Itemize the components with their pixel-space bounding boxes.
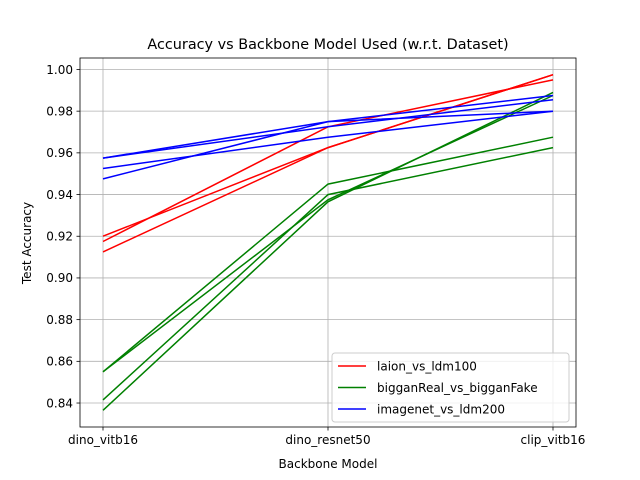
series-line bbox=[102, 94, 554, 373]
legend-label: bigganReal_vs_bigganFake bbox=[377, 381, 538, 395]
series-line bbox=[102, 73, 554, 253]
series-line bbox=[102, 146, 554, 401]
axes: dino_vitb16 dino_resnet50 clip_vitb16 0.84 0… bbox=[46, 57, 586, 447]
y-tick-label: 0.92 bbox=[46, 230, 73, 244]
y-tick-label: 0.98 bbox=[46, 104, 73, 118]
y-tick-label: 0.94 bbox=[46, 188, 73, 202]
y-tick-label: 0.90 bbox=[46, 271, 73, 285]
chart-title: Accuracy vs Backbone Model Used (w.r.t. … bbox=[147, 37, 508, 53]
legend: laion_vs_ldm100 bigganReal_vs_bigganFakei… bbox=[331, 352, 570, 423]
y-axis-label: Test Accuracy bbox=[20, 202, 34, 285]
y-tick-label: 0.86 bbox=[46, 355, 73, 369]
y-tick-label: 0.96 bbox=[46, 146, 73, 160]
x-tick-label: clip_vitb16 bbox=[521, 433, 586, 447]
series-line bbox=[102, 94, 554, 180]
y-tick-label: 1.00 bbox=[46, 63, 73, 77]
series-lines bbox=[102, 73, 554, 411]
x-tick-label: dino_resnet50 bbox=[285, 433, 370, 447]
y-tick-label: 0.84 bbox=[46, 396, 73, 410]
legend-box bbox=[331, 352, 570, 423]
series-line bbox=[102, 110, 554, 170]
y-tick-label: 0.88 bbox=[46, 313, 73, 327]
series-line bbox=[102, 98, 554, 159]
series-line bbox=[102, 91, 554, 411]
legend-label: laion_vs_ldm100 bbox=[377, 359, 477, 373]
grid-lines bbox=[80, 58, 576, 427]
x-axis-label: Backbone Model bbox=[279, 457, 378, 471]
legend-label: imagenet_vs_ldm200 bbox=[377, 402, 505, 416]
series-line bbox=[102, 136, 554, 373]
x-tick-label: dino_vitb16 bbox=[68, 433, 138, 447]
